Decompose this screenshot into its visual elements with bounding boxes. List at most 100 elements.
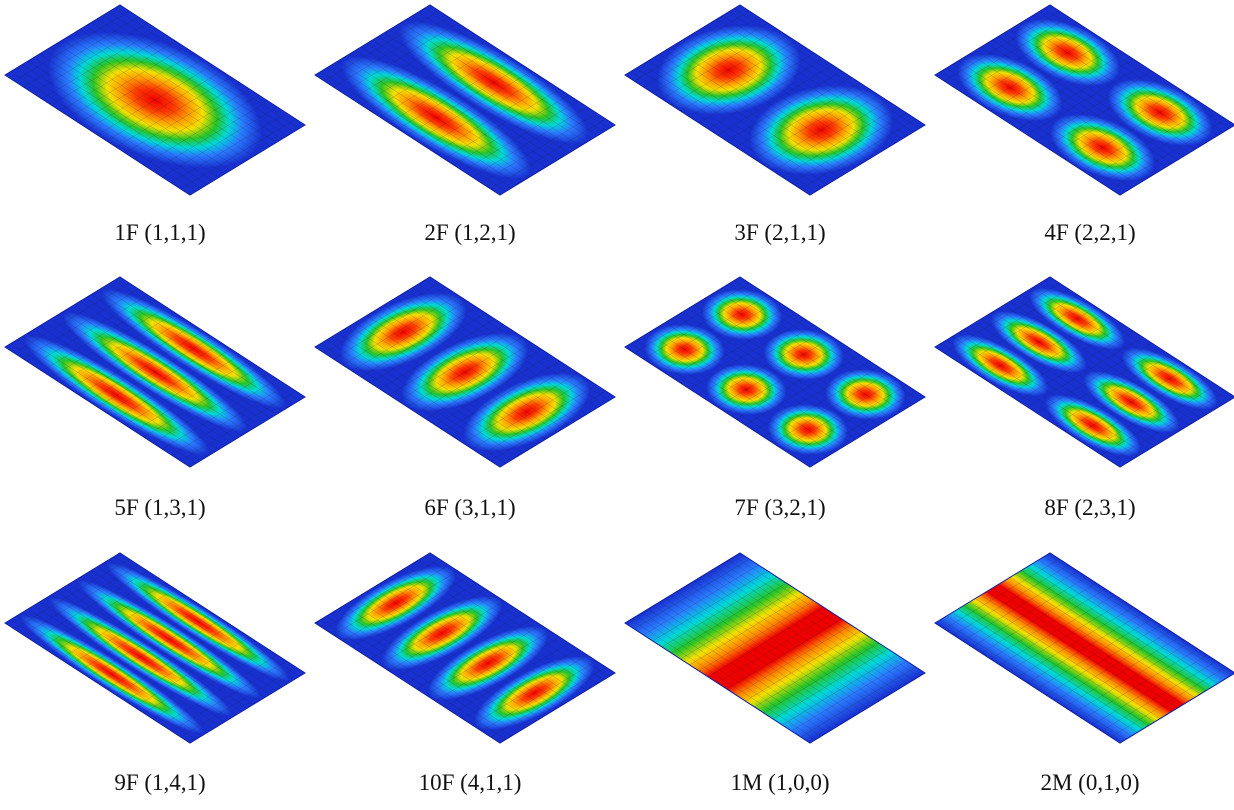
mesh-line [63, 40, 248, 160]
mesh-line [419, 284, 604, 404]
mesh-line [644, 17, 759, 87]
mesh-line [1021, 295, 1206, 415]
mesh-line [45, 51, 230, 171]
mesh-line [677, 592, 862, 712]
mesh-line [355, 599, 540, 719]
mesh-line [653, 23, 768, 93]
mesh-line [734, 8, 919, 128]
mesh-line [964, 58, 1149, 178]
mesh-line [718, 613, 833, 683]
mode-caption: 4F (2,2,1) [1044, 220, 1135, 245]
mesh-line [1009, 601, 1124, 671]
mesh-line [68, 309, 253, 429]
mesh-line [972, 301, 1087, 371]
mode-plate [315, 5, 615, 195]
mesh-line [162, 379, 277, 449]
mesh-line [1111, 119, 1226, 189]
mesh-line [373, 588, 558, 708]
mesh-line [367, 592, 552, 712]
mesh-line [435, 355, 550, 425]
mesh-line [327, 68, 512, 188]
plate-edge [315, 5, 615, 195]
mesh-line [380, 595, 495, 665]
mesh-line [417, 619, 532, 689]
mesh-line [413, 288, 598, 408]
mesh-line [103, 288, 288, 408]
mesh-line [1016, 298, 1201, 418]
mesh-line [86, 574, 271, 694]
mesh-line [699, 325, 814, 395]
mesh-line [958, 333, 1143, 453]
mesh-line [407, 291, 592, 411]
mesh-line [1092, 107, 1207, 177]
mesh-line [729, 560, 914, 680]
mode-lobe [24, 335, 210, 456]
mode-lobe [1045, 394, 1141, 457]
mesh-line [144, 367, 259, 437]
mesh-line [472, 107, 587, 177]
mesh-line [1092, 655, 1207, 725]
mesh-line [408, 613, 523, 683]
mesh-line [22, 613, 207, 733]
mesh-line [91, 22, 276, 142]
mesh-line [79, 53, 194, 123]
mesh-line [338, 61, 523, 181]
mesh-line [97, 19, 282, 139]
mode-lobe [62, 312, 248, 432]
mesh-line [79, 601, 194, 671]
mesh-line [970, 602, 1155, 722]
mesh-line [144, 643, 259, 713]
mesh-line [644, 289, 759, 359]
mesh-line [22, 65, 207, 185]
mesh-line [764, 367, 879, 437]
mesh-line [28, 333, 213, 453]
mode-lobe [49, 597, 233, 717]
mesh-line [1102, 661, 1217, 731]
mesh-line [350, 602, 535, 722]
mesh-line [1065, 89, 1180, 159]
mesh-line [723, 564, 908, 684]
mesh-line [334, 565, 449, 635]
mesh-line [634, 283, 749, 353]
mesh-line [153, 373, 268, 443]
plate-base [625, 276, 925, 468]
mesh-line [801, 667, 916, 737]
mesh-line [70, 47, 185, 117]
mesh-line [708, 331, 823, 401]
mesh-line [954, 565, 1069, 635]
mesh-line [401, 571, 586, 691]
mesh-line [631, 72, 816, 192]
mode-lobe [341, 56, 532, 179]
mesh-line [413, 15, 598, 135]
mesh-line [700, 578, 885, 698]
mesh-line [1044, 557, 1229, 677]
mode-plate [5, 5, 305, 195]
mesh-line [40, 326, 225, 446]
mesh-line [153, 101, 268, 171]
plate-surface [625, 552, 925, 744]
mesh-line [662, 29, 777, 99]
mesh-line [172, 385, 287, 455]
mesh-line [637, 340, 822, 460]
mode-caption: 2F (1,2,1) [424, 220, 515, 245]
mesh-line [729, 284, 914, 404]
mesh-line [378, 36, 563, 156]
mesh-line [80, 578, 265, 698]
mesh-line [671, 35, 786, 105]
mesh-line [1102, 385, 1217, 455]
mesh-line [334, 17, 449, 87]
mesh-line [648, 61, 833, 181]
mesh-line [401, 295, 586, 415]
mesh-line [472, 655, 587, 725]
mesh-line [88, 59, 203, 129]
mesh-line [332, 613, 517, 733]
mesh-line [28, 61, 213, 181]
mesh-line [380, 47, 495, 117]
mesh-line [51, 47, 236, 167]
mesh-line [671, 307, 786, 377]
mesh-line [671, 47, 856, 167]
plate-edge [5, 553, 305, 743]
mesh-line [734, 557, 919, 677]
plate-surface [625, 276, 925, 468]
